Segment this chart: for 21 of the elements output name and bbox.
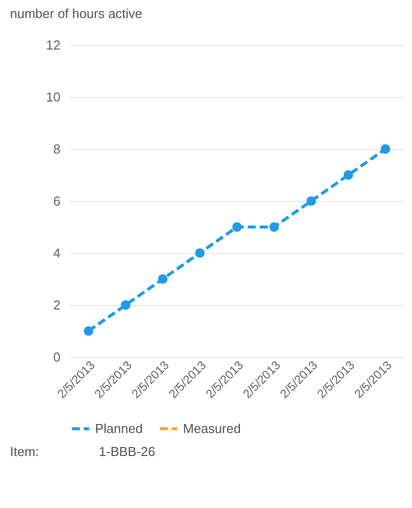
y-tick-label: 12	[46, 38, 60, 52]
y-tick-label: 0	[53, 350, 60, 364]
y-tick-label: 8	[53, 142, 60, 156]
legend-label: Planned	[95, 420, 143, 436]
y-tick-label: 4	[53, 246, 60, 260]
legend-label: Measured	[183, 420, 241, 436]
y-tick-label: 2	[53, 298, 60, 312]
point	[380, 144, 390, 154]
point	[344, 170, 354, 180]
y-tick-label: 6	[53, 194, 60, 208]
point	[120, 300, 130, 310]
point	[84, 326, 94, 336]
chart-title: number of hours active	[10, 6, 142, 21]
y-tick-label: 10	[46, 90, 60, 104]
point	[232, 222, 242, 232]
point	[195, 248, 205, 258]
point	[158, 274, 168, 284]
text: Item:	[10, 444, 39, 459]
text: 1-BBB-26	[98, 444, 156, 459]
point	[269, 222, 279, 232]
point	[306, 196, 316, 206]
